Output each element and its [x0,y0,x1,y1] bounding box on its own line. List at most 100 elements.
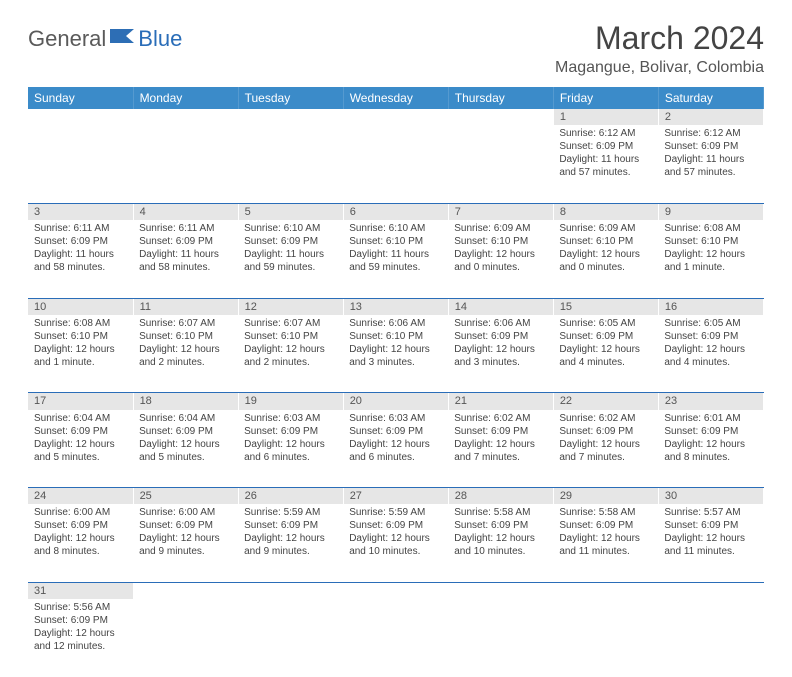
sunset-text: Sunset: 6:09 PM [559,519,652,532]
day-details-cell: Sunrise: 6:09 AMSunset: 6:10 PMDaylight:… [448,220,553,298]
day-details-cell: Sunrise: 6:10 AMSunset: 6:10 PMDaylight:… [343,220,448,298]
sunset-text: Sunset: 6:09 PM [664,140,757,153]
day-details-cell: Sunrise: 6:10 AMSunset: 6:09 PMDaylight:… [238,220,343,298]
day-number-cell [133,582,238,599]
sunset-text: Sunset: 6:09 PM [664,519,757,532]
sunrise-text: Sunrise: 6:08 AM [34,317,127,330]
day-details-cell: Sunrise: 6:05 AMSunset: 6:09 PMDaylight:… [553,315,658,393]
sunset-text: Sunset: 6:09 PM [559,425,652,438]
sunrise-text: Sunrise: 5:58 AM [559,506,652,519]
weekday-header-row: Sunday Monday Tuesday Wednesday Thursday… [28,87,764,109]
daylight-text: Daylight: 11 hours and 59 minutes. [349,248,442,274]
weekday-header: Sunday [28,87,133,109]
sunrise-text: Sunrise: 6:04 AM [34,412,127,425]
weekday-header: Tuesday [238,87,343,109]
sunset-text: Sunset: 6:09 PM [454,330,547,343]
day-details-cell: Sunrise: 5:56 AMSunset: 6:09 PMDaylight:… [28,599,133,677]
daylight-text: Daylight: 11 hours and 57 minutes. [664,153,757,179]
weekday-header: Wednesday [343,87,448,109]
sunrise-text: Sunrise: 6:12 AM [664,127,757,140]
day-number-row: 10111213141516 [28,298,764,315]
daylight-text: Daylight: 12 hours and 11 minutes. [559,532,652,558]
flag-icon [110,27,136,45]
day-number-cell: 17 [28,393,133,410]
day-details-cell: Sunrise: 6:09 AMSunset: 6:10 PMDaylight:… [553,220,658,298]
sunrise-text: Sunrise: 6:03 AM [244,412,337,425]
day-details-cell [238,599,343,677]
day-number-cell: 8 [553,203,658,220]
sunrise-text: Sunrise: 6:09 AM [454,222,547,235]
sunset-text: Sunset: 6:09 PM [454,425,547,438]
day-details-cell: Sunrise: 5:59 AMSunset: 6:09 PMDaylight:… [238,504,343,582]
sunset-text: Sunset: 6:09 PM [34,425,127,438]
day-number-cell [658,582,763,599]
day-details-cell: Sunrise: 6:08 AMSunset: 6:10 PMDaylight:… [658,220,763,298]
day-details-cell: Sunrise: 6:08 AMSunset: 6:10 PMDaylight:… [28,315,133,393]
sunrise-text: Sunrise: 6:07 AM [244,317,337,330]
day-details-cell: Sunrise: 6:01 AMSunset: 6:09 PMDaylight:… [658,410,763,488]
day-number-cell: 9 [658,203,763,220]
daylight-text: Daylight: 12 hours and 10 minutes. [454,532,547,558]
sunset-text: Sunset: 6:09 PM [244,519,337,532]
sunrise-text: Sunrise: 6:10 AM [349,222,442,235]
day-details-row: Sunrise: 5:56 AMSunset: 6:09 PMDaylight:… [28,599,764,677]
day-number-cell: 22 [553,393,658,410]
day-number-cell: 4 [133,203,238,220]
daylight-text: Daylight: 12 hours and 7 minutes. [454,438,547,464]
day-details-cell: Sunrise: 6:02 AMSunset: 6:09 PMDaylight:… [553,410,658,488]
day-details-cell [448,125,553,203]
sunset-text: Sunset: 6:10 PM [349,330,442,343]
sunrise-text: Sunrise: 6:04 AM [139,412,232,425]
day-number-cell: 23 [658,393,763,410]
day-details-cell [238,125,343,203]
day-number-cell [343,109,448,125]
daylight-text: Daylight: 12 hours and 1 minute. [664,248,757,274]
sunrise-text: Sunrise: 6:11 AM [139,222,232,235]
day-number-cell: 18 [133,393,238,410]
sunset-text: Sunset: 6:10 PM [34,330,127,343]
daylight-text: Daylight: 12 hours and 7 minutes. [559,438,652,464]
day-number-cell: 31 [28,582,133,599]
day-details-cell: Sunrise: 6:12 AMSunset: 6:09 PMDaylight:… [658,125,763,203]
day-details-row: Sunrise: 6:00 AMSunset: 6:09 PMDaylight:… [28,504,764,582]
sunset-text: Sunset: 6:09 PM [139,425,232,438]
day-number-cell [238,109,343,125]
day-details-cell: Sunrise: 6:04 AMSunset: 6:09 PMDaylight:… [133,410,238,488]
daylight-text: Daylight: 12 hours and 2 minutes. [244,343,337,369]
weekday-header: Saturday [658,87,763,109]
weekday-header: Monday [133,87,238,109]
sunset-text: Sunset: 6:10 PM [664,235,757,248]
day-number-cell: 28 [448,488,553,505]
day-number-row: 17181920212223 [28,393,764,410]
daylight-text: Daylight: 12 hours and 8 minutes. [664,438,757,464]
day-number-cell [133,109,238,125]
day-details-cell: Sunrise: 6:06 AMSunset: 6:10 PMDaylight:… [343,315,448,393]
sunset-text: Sunset: 6:09 PM [349,425,442,438]
sunrise-text: Sunrise: 5:59 AM [244,506,337,519]
day-number-cell: 26 [238,488,343,505]
day-details-cell: Sunrise: 6:05 AMSunset: 6:09 PMDaylight:… [658,315,763,393]
sunset-text: Sunset: 6:09 PM [244,425,337,438]
sunrise-text: Sunrise: 6:03 AM [349,412,442,425]
daylight-text: Daylight: 12 hours and 0 minutes. [559,248,652,274]
day-number-cell [448,109,553,125]
day-details-row: Sunrise: 6:12 AMSunset: 6:09 PMDaylight:… [28,125,764,203]
day-number-cell [553,582,658,599]
day-number-cell: 27 [343,488,448,505]
sunrise-text: Sunrise: 6:07 AM [139,317,232,330]
weekday-header: Friday [553,87,658,109]
day-number-cell [343,582,448,599]
day-number-cell: 10 [28,298,133,315]
day-details-cell: Sunrise: 6:07 AMSunset: 6:10 PMDaylight:… [133,315,238,393]
day-details-cell: Sunrise: 6:02 AMSunset: 6:09 PMDaylight:… [448,410,553,488]
location: Magangue, Bolivar, Colombia [555,59,764,77]
day-details-cell: Sunrise: 6:12 AMSunset: 6:09 PMDaylight:… [553,125,658,203]
daylight-text: Daylight: 12 hours and 10 minutes. [349,532,442,558]
daylight-text: Daylight: 12 hours and 12 minutes. [34,627,127,653]
daylight-text: Daylight: 12 hours and 9 minutes. [244,532,337,558]
day-number-cell: 5 [238,203,343,220]
title-block: March 2024 Magangue, Bolivar, Colombia [555,20,764,77]
day-number-cell: 24 [28,488,133,505]
day-number-cell: 19 [238,393,343,410]
day-details-cell [343,599,448,677]
